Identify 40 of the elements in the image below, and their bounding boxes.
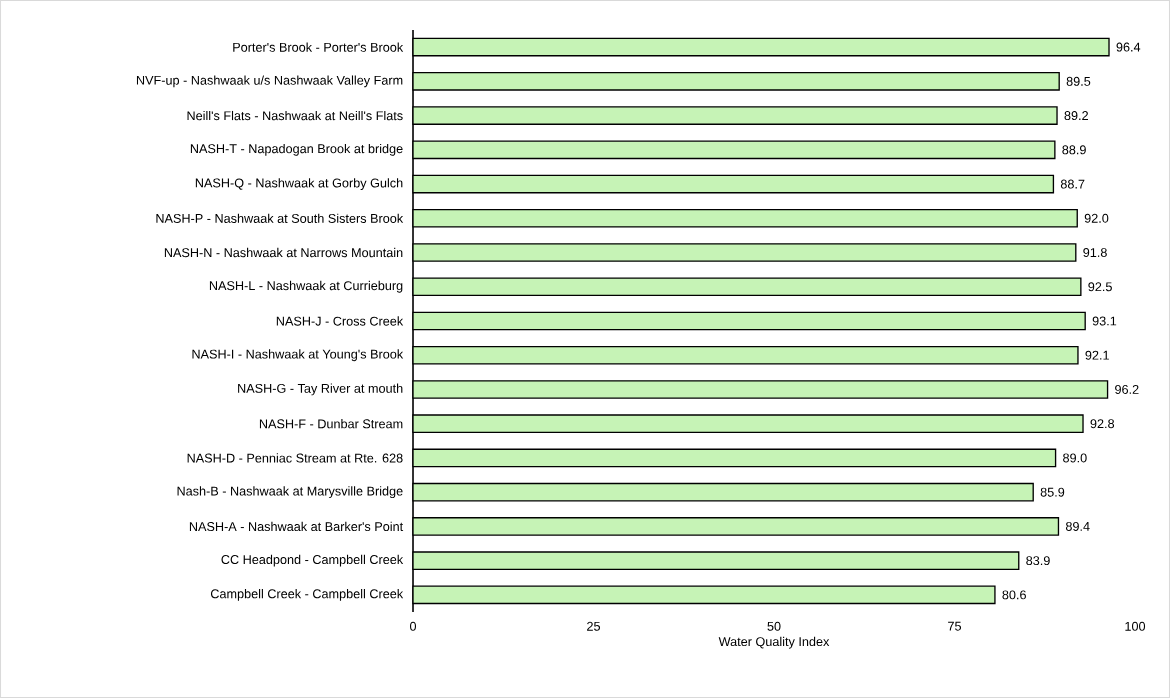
data-label: 89.0 <box>1063 453 1087 463</box>
x-tick-label: 50 <box>767 621 781 631</box>
y-tick-label: Neill's Flats - Nashwaak at Neill's Flats <box>187 110 403 121</box>
y-tick-label: NVF-up - Nashwaak u/s Nashwaak Valley Farm <box>136 75 403 88</box>
y-tick-label: NASH-G - Tay River at mouth <box>238 383 403 396</box>
x-tick-label: 75 <box>948 621 962 631</box>
data-label: 92.0 <box>1084 213 1109 223</box>
data-label: 92.8 <box>1090 419 1115 429</box>
x-tick-label: 100 <box>1125 621 1146 631</box>
y-tick-label: NASH-F - Dunbar Stream <box>259 419 403 429</box>
y-tick-label: NASH-J - Cross Creek <box>276 316 404 326</box>
data-label: 96.2 <box>1115 384 1139 394</box>
y-tick-label: CC Headpond - Campbell Creek <box>221 554 404 567</box>
data-label: 80.6 <box>1002 590 1026 600</box>
data-label: 88.7 <box>1060 179 1085 189</box>
y-tick-label: NASH-T - Napadogan Brook at bridge <box>190 143 403 156</box>
data-label: 89.4 <box>1065 521 1090 531</box>
data-label: 92.5 <box>1088 282 1112 292</box>
data-label: 92.1 <box>1085 350 1109 360</box>
data-label: 88.9 <box>1062 145 1086 155</box>
y-tick-label: Nash-B - Nashwaak at Marysville Bridge <box>177 486 403 499</box>
y-tick-label: NASH-N - Nashwaak at Narrows Mountain <box>164 247 403 258</box>
data-label: 91.8 <box>1083 248 1107 257</box>
data-label: 96.4 <box>1116 42 1141 52</box>
data-label: 89.5 <box>1066 76 1091 86</box>
data-label: 89.2 <box>1064 111 1088 121</box>
data-label: 85.9 <box>1040 487 1065 497</box>
x-tick-label: 25 <box>587 621 601 631</box>
data-label: 93.1 <box>1092 316 1117 326</box>
y-tick-label: NASH-P - Nashwaak at South Sisters Brook <box>156 213 404 223</box>
y-tick-label: Campbell Creek - Campbell Creek <box>210 588 404 601</box>
y-tick-label: NASH-A - Nashwaak at Barker's Point <box>189 521 404 532</box>
data-label: 83.9 <box>1026 556 1050 566</box>
y-tick-label: NASH-L - Nashwaak at Currieburg <box>209 280 403 293</box>
y-tick-label: NASH-I - Nashwaak at Young's Brook <box>192 349 404 362</box>
y-tick-label: NASH-D - Penniac Stream at Rte. 628 <box>187 453 403 463</box>
x-axis-title: Water Quality Index <box>718 636 830 649</box>
y-tick-label: NASH-Q - Nashwaak at Gorby Gulch <box>195 178 403 190</box>
y-tick-label: Porter's Brook - Porter's Brook <box>233 42 404 52</box>
x-tick-label: 0 <box>409 621 417 631</box>
